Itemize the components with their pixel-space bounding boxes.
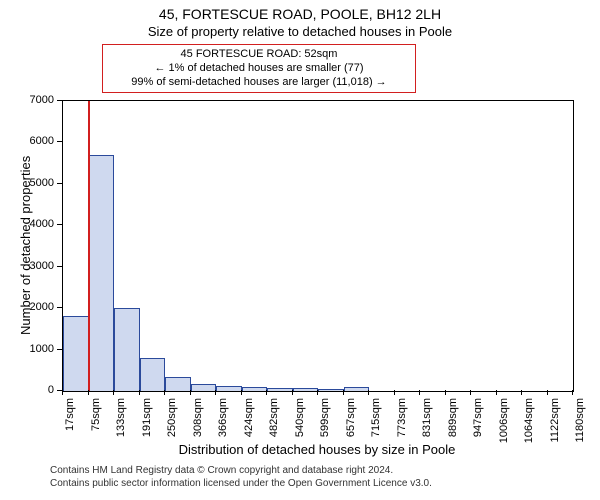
y-tick-label: 7000	[20, 94, 54, 106]
annotation-line2: ← 1% of detached houses are smaller (77)	[109, 62, 409, 76]
y-tick	[57, 266, 62, 267]
y-tick-label: 0	[20, 384, 54, 396]
x-tick-label: 366sqm	[217, 398, 229, 448]
y-tick-label: 4000	[20, 218, 54, 230]
x-tick-label: 1006sqm	[498, 398, 510, 448]
property-marker-line	[88, 101, 90, 391]
plot-area	[62, 100, 574, 392]
y-tick	[57, 307, 62, 308]
x-tick	[292, 390, 293, 395]
x-tick-label: 540sqm	[294, 398, 306, 448]
histogram-bar	[344, 387, 370, 391]
x-tick	[547, 390, 548, 395]
y-tick	[57, 141, 62, 142]
x-tick	[215, 390, 216, 395]
x-tick-label: 75sqm	[90, 398, 102, 448]
x-tick-label: 715sqm	[370, 398, 382, 448]
footer-line1: Contains HM Land Registry data © Crown c…	[50, 464, 432, 477]
x-tick	[164, 390, 165, 395]
x-tick-label: 133sqm	[115, 398, 127, 448]
y-tick	[57, 100, 62, 101]
histogram-bar	[89, 155, 115, 391]
address-title: 45, FORTESCUE ROAD, POOLE, BH12 2LH	[0, 6, 600, 22]
x-tick-label: 947sqm	[472, 398, 484, 448]
x-tick	[241, 390, 242, 395]
annotation-box: 45 FORTESCUE ROAD: 52sqm ← 1% of detache…	[102, 44, 416, 93]
x-tick	[317, 390, 318, 395]
y-tick	[57, 224, 62, 225]
x-tick-label: 482sqm	[268, 398, 280, 448]
histogram-bar	[216, 386, 242, 391]
histogram-bar	[318, 389, 344, 391]
x-tick-label: 773sqm	[396, 398, 408, 448]
footer: Contains HM Land Registry data © Crown c…	[50, 464, 432, 490]
histogram-bar	[140, 358, 166, 391]
x-tick-label: 17sqm	[64, 398, 76, 448]
x-axis-label: Distribution of detached houses by size …	[62, 442, 572, 457]
x-tick-label: 831sqm	[421, 398, 433, 448]
x-tick-label: 889sqm	[447, 398, 459, 448]
x-tick	[139, 390, 140, 395]
x-tick-label: 1064sqm	[523, 398, 535, 448]
x-tick	[88, 390, 89, 395]
x-tick	[572, 390, 573, 395]
histogram-bar	[242, 387, 268, 391]
x-tick-label: 1122sqm	[549, 398, 561, 448]
y-tick	[57, 183, 62, 184]
histogram-bar	[267, 388, 293, 391]
x-tick	[470, 390, 471, 395]
x-tick	[394, 390, 395, 395]
x-tick	[445, 390, 446, 395]
y-tick	[57, 349, 62, 350]
x-tick-label: 1180sqm	[574, 398, 586, 448]
x-tick	[521, 390, 522, 395]
histogram-bar	[191, 384, 217, 391]
x-tick-label: 308sqm	[192, 398, 204, 448]
x-tick	[496, 390, 497, 395]
x-tick	[343, 390, 344, 395]
x-tick	[62, 390, 63, 395]
x-tick-label: 657sqm	[345, 398, 357, 448]
y-tick-label: 5000	[20, 177, 54, 189]
histogram-bar	[114, 308, 140, 391]
y-tick-label: 2000	[20, 301, 54, 313]
x-tick	[368, 390, 369, 395]
x-tick-label: 191sqm	[141, 398, 153, 448]
histogram-bar	[165, 377, 191, 392]
annotation-line3: 99% of semi-detached houses are larger (…	[109, 76, 409, 90]
y-tick-label: 3000	[20, 260, 54, 272]
chart-container: 45, FORTESCUE ROAD, POOLE, BH12 2LH Size…	[0, 0, 600, 500]
footer-line2: Contains public sector information licen…	[50, 477, 432, 490]
y-tick-label: 1000	[20, 343, 54, 355]
x-tick	[190, 390, 191, 395]
x-tick-label: 424sqm	[243, 398, 255, 448]
subtitle: Size of property relative to detached ho…	[0, 24, 600, 39]
annotation-line1: 45 FORTESCUE ROAD: 52sqm	[109, 48, 409, 62]
x-tick-label: 250sqm	[166, 398, 178, 448]
x-tick	[419, 390, 420, 395]
x-tick	[266, 390, 267, 395]
histogram-bar	[293, 388, 319, 391]
x-tick-label: 599sqm	[319, 398, 331, 448]
y-tick-label: 6000	[20, 135, 54, 147]
x-tick	[113, 390, 114, 395]
histogram-bar	[63, 316, 89, 391]
